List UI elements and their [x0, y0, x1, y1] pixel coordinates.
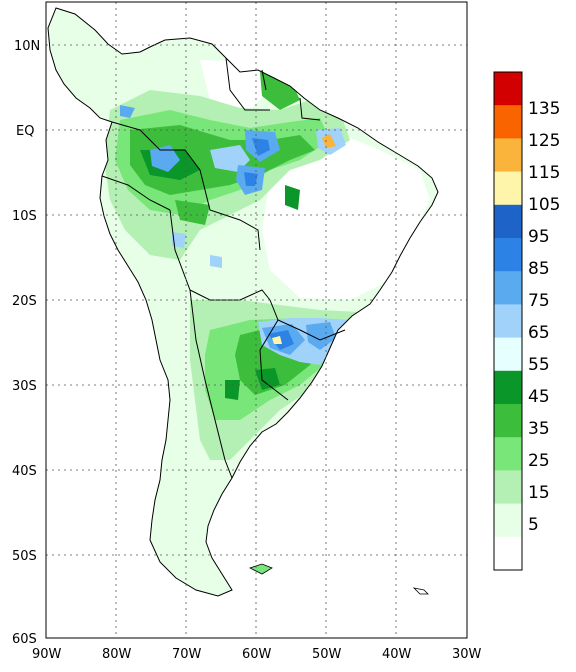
lat-label: 10N: [14, 39, 40, 54]
legend-label: 15: [528, 483, 550, 503]
longitude-axis: 90W 80W 70W 60W 50W 40W 30W: [32, 647, 482, 662]
legend-swatch: [494, 503, 522, 538]
legend-swatch: [494, 72, 522, 106]
lat-label: 10S: [12, 209, 37, 224]
legend-swatch: [494, 337, 522, 372]
legend-label: 75: [528, 291, 550, 311]
lon-label: 60W: [242, 647, 272, 662]
legend-label: 55: [528, 355, 550, 375]
legend-label: 5: [528, 515, 539, 535]
legend-swatch: [494, 171, 522, 206]
legend-swatch: [494, 105, 522, 139]
falkland-islands: [248, 563, 273, 575]
legend-label: 125: [528, 131, 560, 151]
legend-swatch: [494, 238, 522, 272]
legend-label: 95: [528, 227, 550, 247]
lat-label: EQ: [16, 124, 34, 139]
lon-label: 90W: [32, 647, 62, 662]
latitude-axis: 10N EQ 10S 20S 30S 40S 50S 60S: [12, 39, 40, 647]
legend-label: 105: [528, 195, 560, 215]
lat-label: 50S: [12, 549, 37, 564]
legend-swatch: [494, 138, 522, 173]
lon-label: 40W: [382, 647, 412, 662]
legend-swatch: [494, 536, 522, 571]
lat-label: 20S: [12, 294, 37, 309]
legend-label: 135: [528, 99, 560, 119]
legend-swatch: [494, 437, 522, 471]
legend-frame: [493, 71, 523, 571]
legend-swatch: [494, 271, 522, 305]
gridlines: [46, 2, 467, 638]
legend-swatch: [494, 304, 522, 339]
legend-swatch: [494, 204, 522, 239]
legend-swatch: [494, 470, 522, 505]
lon-label: 30W: [452, 647, 482, 662]
legend-labels: 135 125 115 105 95 85 75 65 55 45 35 25 …: [528, 99, 560, 535]
legend-label: 65: [528, 323, 550, 343]
legend-label: 35: [528, 419, 550, 439]
country-borders: [47, 7, 439, 597]
lon-label: 70W: [172, 647, 202, 662]
lat-label: 40S: [12, 464, 37, 479]
legend-label: 25: [528, 451, 550, 471]
legend-swatch: [494, 370, 522, 405]
color-legend: [493, 71, 523, 571]
legend-label: 115: [528, 163, 560, 183]
legend-label: 85: [528, 259, 550, 279]
lon-label: 80W: [102, 647, 132, 662]
lon-label: 50W: [312, 647, 342, 662]
plot-border: [45, 1, 468, 639]
legend-swatch: [494, 404, 522, 438]
south-georgia-island: [412, 587, 429, 595]
legend-label: 45: [528, 387, 550, 407]
lat-label: 30S: [12, 379, 37, 394]
lat-label: 60S: [12, 632, 37, 647]
